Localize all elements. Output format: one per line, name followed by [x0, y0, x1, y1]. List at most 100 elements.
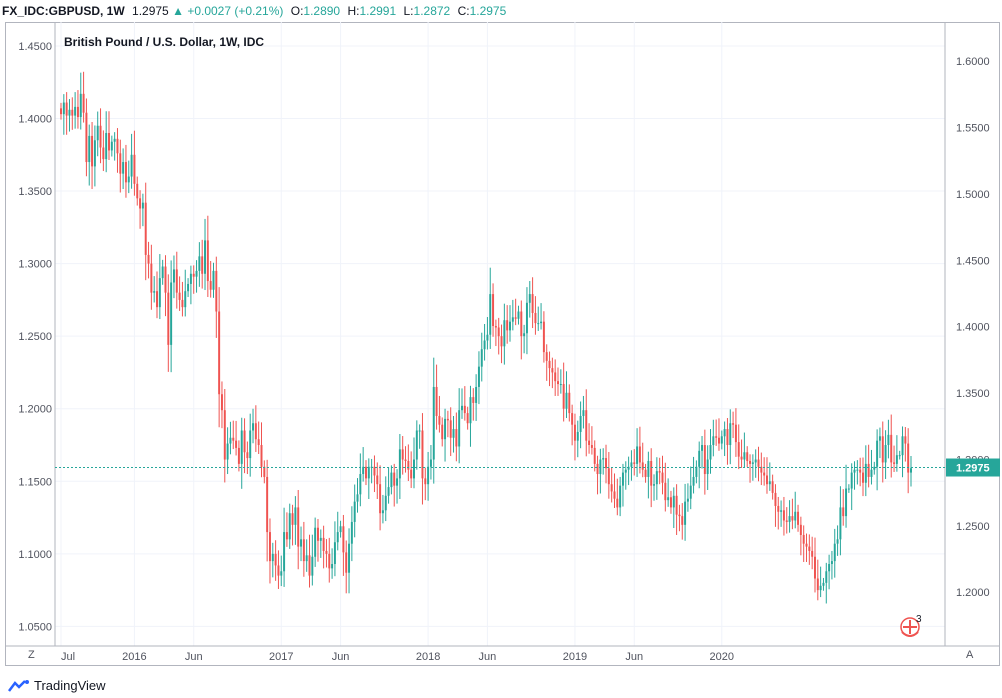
candle-body	[350, 521, 353, 544]
close-label: C:	[457, 4, 470, 18]
candle-body	[878, 436, 881, 441]
candle-body	[223, 410, 226, 460]
candle-body	[260, 445, 263, 467]
candle-body	[492, 294, 495, 327]
candle-body	[178, 292, 181, 300]
candle-body	[367, 466, 370, 479]
candle-body	[336, 532, 339, 543]
last-price-badge	[946, 458, 1000, 477]
candle-body	[305, 555, 308, 562]
candle-body	[427, 466, 430, 485]
candle-body	[65, 102, 68, 116]
auto-scale-button[interactable]: A	[966, 649, 974, 661]
candle-body	[410, 469, 413, 479]
candle-body	[842, 507, 845, 517]
last-price: 1.2975	[132, 4, 169, 18]
candle-body	[99, 125, 102, 148]
candle-body	[373, 466, 376, 476]
candle-body	[774, 492, 777, 506]
candle-body	[853, 469, 856, 473]
candle-body	[667, 497, 670, 501]
candle-body	[596, 463, 599, 475]
candle-body	[590, 445, 593, 448]
candle-body	[850, 472, 853, 489]
candle-body	[559, 384, 562, 386]
candle-body	[867, 463, 870, 477]
right-price-axis[interactable]: 1.20001.25001.30001.35001.40001.45001.50…	[956, 56, 990, 599]
events-badge[interactable]: 3	[900, 614, 922, 637]
candle-body	[588, 440, 591, 446]
candle-body	[302, 539, 305, 562]
candle-body	[218, 311, 221, 395]
candle-body	[133, 154, 136, 184]
candle-body	[514, 317, 517, 319]
time-axis-tick-label: 2020	[710, 651, 734, 663]
left-price-axis[interactable]: 1.0500 1.1000 1.1500 1.2000 1.2500 1.3000 1.35…	[18, 41, 52, 633]
low-value: 1.2872	[413, 4, 451, 18]
candle-body	[452, 429, 455, 438]
candle-body	[300, 539, 303, 547]
candle-body	[794, 511, 797, 521]
candle-body	[864, 463, 867, 483]
open-label: O:	[290, 4, 304, 18]
candle-body	[398, 449, 401, 479]
time-axis-tick-label: 2016	[122, 651, 146, 663]
candle-body	[432, 386, 435, 460]
candle-body	[438, 415, 441, 425]
symbol-header: FX_IDC:GBPUSD, 1W 1.2975 ▲ +0.0027 (+0.2…	[0, 0, 1002, 22]
candle-body	[110, 141, 113, 151]
candle-body	[624, 469, 627, 473]
candle-body	[79, 93, 82, 118]
candle-body	[415, 430, 418, 460]
candle-body	[884, 445, 887, 463]
candle-body	[695, 466, 698, 477]
candle-body	[709, 445, 712, 460]
candlesticks	[60, 71, 912, 604]
time-axis[interactable]: Jul 2016 Jun 2017 Jun 2018 Jun 2019 Jun 2020	[61, 651, 734, 663]
candle-body	[401, 449, 404, 460]
candle-body	[562, 384, 565, 409]
timezone-button[interactable]: Z	[28, 649, 35, 661]
candle-body	[763, 472, 766, 476]
candle-body	[82, 93, 85, 113]
candle-body	[74, 106, 77, 116]
candle-body	[565, 392, 568, 409]
candle-body	[116, 138, 119, 154]
candle-body	[376, 475, 379, 485]
candle-body	[421, 430, 424, 479]
candle-body	[621, 472, 624, 486]
candle-body	[715, 436, 718, 438]
candle-body	[413, 459, 415, 479]
tradingview-logo-icon	[8, 679, 29, 692]
symbol-label[interactable]: FX_IDC:GBPUSD, 1W	[2, 4, 125, 18]
candle-body	[328, 553, 331, 569]
candle-body	[647, 460, 650, 477]
events-count: 3	[916, 614, 922, 625]
tradingview-footer[interactable]: TradingView	[8, 678, 106, 693]
candle-body	[122, 162, 125, 174]
candle-body	[816, 578, 819, 591]
candle-body	[692, 476, 695, 486]
candle-body	[593, 447, 596, 464]
candle-body	[571, 413, 574, 425]
candle-body	[463, 405, 466, 414]
chart-title: British Pound / U.S. Dollar, 1W, IDC	[64, 35, 264, 49]
candle-body	[274, 553, 277, 566]
candle-body	[316, 527, 319, 541]
candle-body	[353, 501, 356, 522]
right-axis-tick-label: 1.4000	[956, 322, 990, 334]
candle-body	[616, 498, 619, 508]
candle-body	[672, 495, 675, 508]
candle-body	[576, 431, 579, 441]
candle-body	[469, 397, 472, 424]
candle-body	[297, 507, 300, 547]
candle-body	[195, 270, 198, 277]
candle-body	[204, 240, 207, 274]
candle-body	[732, 423, 735, 425]
candle-body	[579, 415, 582, 432]
candle-body	[161, 266, 164, 279]
candle-body	[636, 446, 639, 464]
candle-body	[475, 386, 478, 403]
candle-body	[489, 294, 492, 335]
